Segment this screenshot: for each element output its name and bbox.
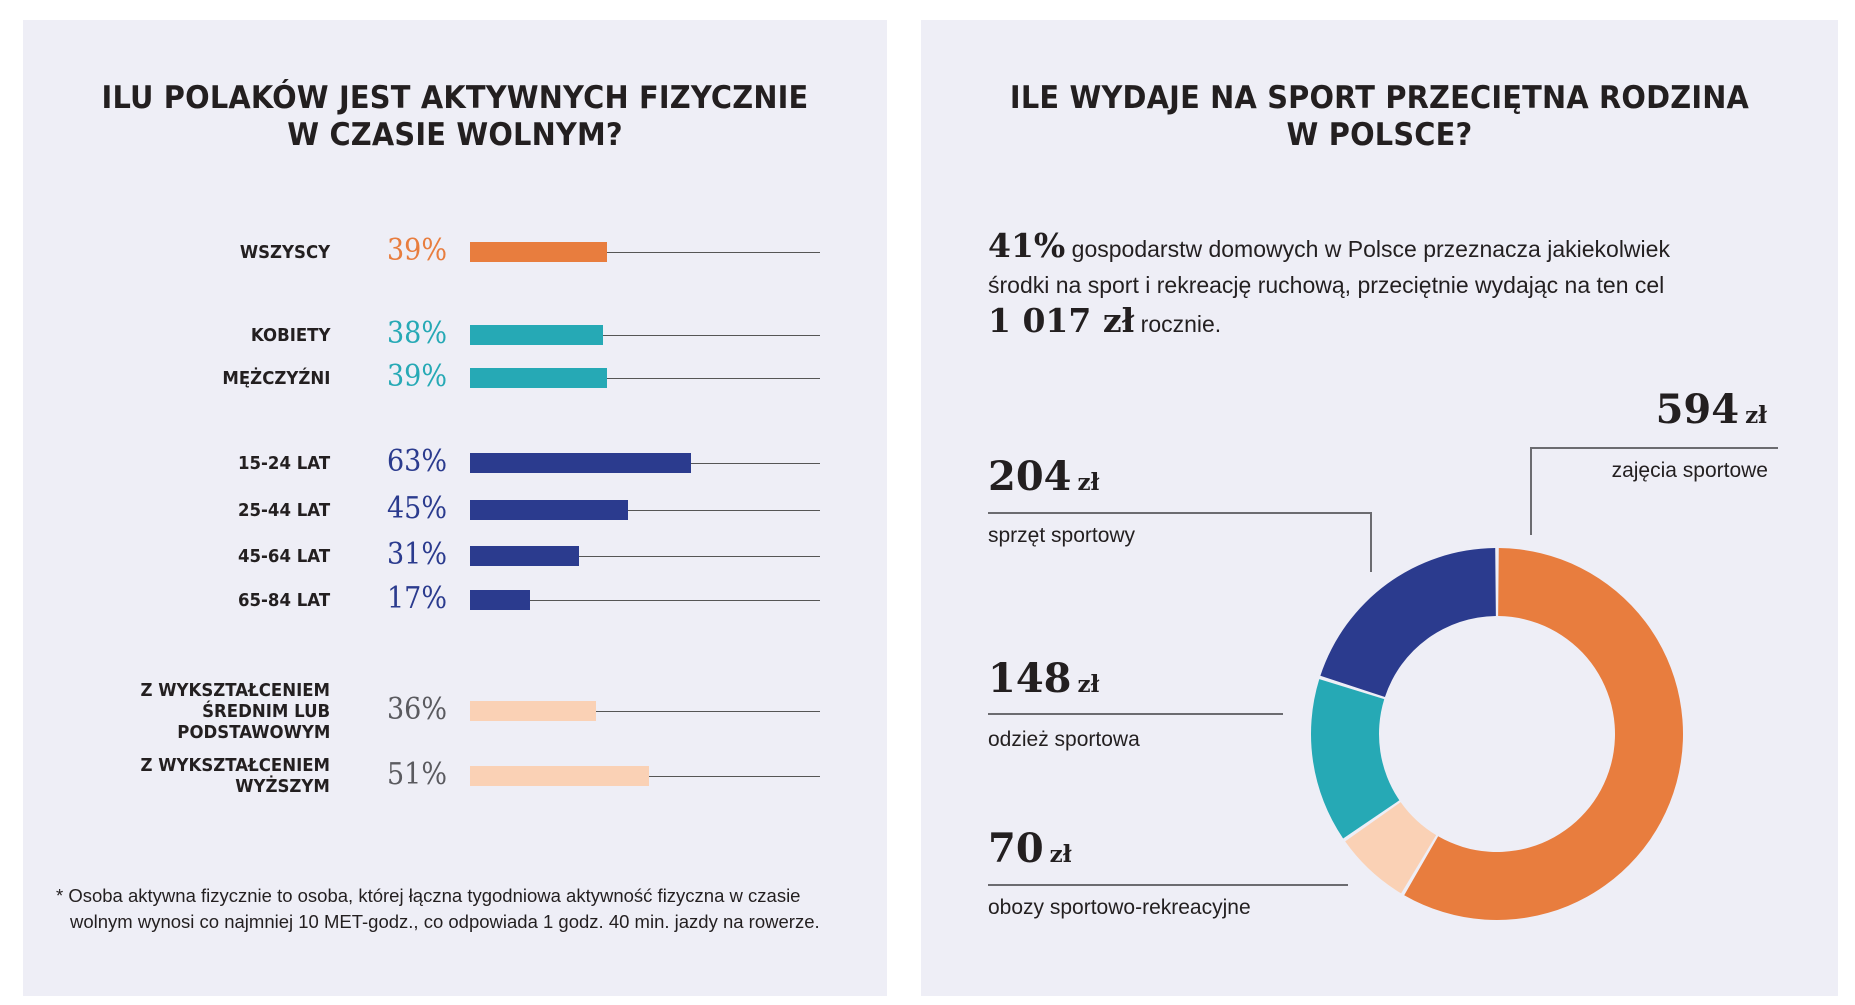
- intro-text-2: środki na sport i rekreację ruchową, prz…: [988, 272, 1665, 298]
- bar-value-label: 17%: [386, 581, 448, 616]
- amount-label-sports-equipment: 204 zł: [988, 453, 1100, 500]
- bar-value-label: 39%: [386, 233, 448, 268]
- bar-track: [470, 252, 820, 253]
- bar-row-label-line: Z WYKSZTAŁCENIEM: [140, 755, 330, 776]
- leader-line-sports-classes-h: [1530, 447, 1778, 449]
- bar-row-label-line: PODSTAWOWYM: [176, 721, 330, 743]
- bar: [470, 500, 628, 520]
- bar: [470, 242, 607, 262]
- bar-row-label: 45-64 LAT: [0, 546, 330, 567]
- bar-row-label: Z WYKSZTAŁCENIEM ŚREDNIM LUB PODSTAWOWYM: [0, 680, 330, 743]
- bar-row-label-line: 65-84 LAT: [237, 589, 330, 611]
- bar-row-label: 25-44 LAT: [0, 500, 330, 521]
- category-label-sports-classes: zajęcia sportowe: [1611, 459, 1768, 482]
- bar-row-label: WSZYSCY: [0, 242, 330, 263]
- activity-title-line-1: ILU POLAKÓW JEST AKTYWNYCH FIZYCZNIE: [101, 80, 809, 116]
- bar-row-label: Z WYKSZTAŁCENIEM WYŻSZYM: [0, 755, 330, 797]
- leader-line-sports-classes-v: [1530, 447, 1532, 535]
- footnote-line-1: * Osoba aktywna fizycznie to osoba, któr…: [56, 885, 801, 906]
- bar-row-label-line: WSZYSCY: [239, 241, 330, 263]
- bar-track: [470, 378, 820, 379]
- amount-label-sportswear: 148 zł: [988, 655, 1100, 702]
- bar-row-label-line: WYŻSZYM: [235, 776, 330, 797]
- spending-intro: 41% gospodarstw domowych w Polsce przezn…: [988, 228, 1788, 342]
- bar-value-label: 36%: [386, 692, 448, 727]
- bar: [470, 453, 691, 473]
- bar-row-label-line: MĘŻCZYŹNI: [222, 367, 330, 389]
- bar-track: [470, 335, 820, 336]
- donut-slice-odzież-sportowa: [1311, 679, 1400, 839]
- bar: [470, 590, 530, 610]
- bar: [470, 368, 607, 388]
- bar: [470, 701, 596, 721]
- donut-slice-sprzęt-sportowy: [1320, 548, 1496, 698]
- households-share-value: 41%: [988, 226, 1066, 265]
- leader-line-sports-equipment-h: [988, 512, 1371, 514]
- spending-title-line-1: ILE WYDAJE NA SPORT PRZECIĘTNA RODZINA: [1009, 80, 1750, 116]
- bar-row-label: MĘŻCZYŹNI: [0, 368, 330, 389]
- bar-value-label: 45%: [386, 491, 448, 526]
- spending-title: ILE WYDAJE NA SPORT PRZECIĘTNA RODZINA W…: [953, 80, 1806, 154]
- category-label-sportswear: odzież sportowa: [988, 728, 1140, 751]
- activity-title: ILU POLAKÓW JEST AKTYWNYCH FIZYCZNIE W C…: [53, 80, 857, 154]
- bar: [470, 325, 603, 345]
- bar-value-label: 39%: [386, 359, 448, 394]
- bar-row-label: KOBIETY: [0, 325, 330, 346]
- intro-text-1: gospodarstw domowych w Polsce przeznacza…: [1065, 236, 1670, 262]
- bar-row-label-line: 15-24 LAT: [237, 452, 330, 474]
- amount-label-sports-classes: 594 zł: [1655, 386, 1767, 433]
- bar-track: [470, 510, 820, 511]
- bar-row-label-line: ŚREDNIM LUB: [201, 700, 330, 722]
- leader-line-sports-equipment-v: [1370, 512, 1372, 572]
- bar: [470, 766, 649, 786]
- amount-label-sports-camps: 70 zł: [988, 825, 1072, 872]
- bar-row-label-line: Z WYKSZTAŁCENIEM: [140, 679, 330, 701]
- leader-line-sportswear: [988, 713, 1283, 715]
- bar-track: [470, 556, 820, 557]
- bar-value-label: 31%: [386, 537, 448, 572]
- activity-title-line-2: W CZASIE WOLNYM?: [287, 117, 623, 153]
- bar: [470, 546, 579, 566]
- category-label-sports-camps: obozy sportowo-rekreacyjne: [988, 896, 1251, 919]
- bar-value-label: 63%: [386, 444, 448, 479]
- spending-title-line-2: W POLSCE?: [1286, 117, 1473, 153]
- bar-track: [470, 711, 820, 712]
- bar-value-label: 51%: [386, 757, 448, 792]
- footnote-line-2: wolnym wynosi co najmniej 10 MET-godz., …: [70, 911, 820, 932]
- bar-track: [470, 600, 820, 601]
- bar-value-label: 38%: [386, 316, 448, 351]
- donut-slice-zajęcia-sportowe: [1404, 548, 1683, 920]
- category-label-sports-equipment: sprzęt sportowy: [988, 524, 1136, 547]
- donut-slice-obozy-sportowo-rekreacyjne: [1345, 802, 1437, 894]
- intro-text-3: rocznie.: [1134, 311, 1222, 337]
- bar-row-label: 15-24 LAT: [0, 453, 330, 474]
- bar-row-label-line: KOBIETY: [250, 324, 330, 346]
- annual-total-value: 1 017 zł: [988, 301, 1135, 340]
- bar-row-label-line: 45-64 LAT: [237, 545, 330, 567]
- bar-row-label: 65-84 LAT: [0, 590, 330, 611]
- activity-panel: [23, 20, 887, 996]
- leader-line-sports-camps: [988, 884, 1348, 886]
- bar-row-label-line: 25-44 LAT: [237, 499, 330, 521]
